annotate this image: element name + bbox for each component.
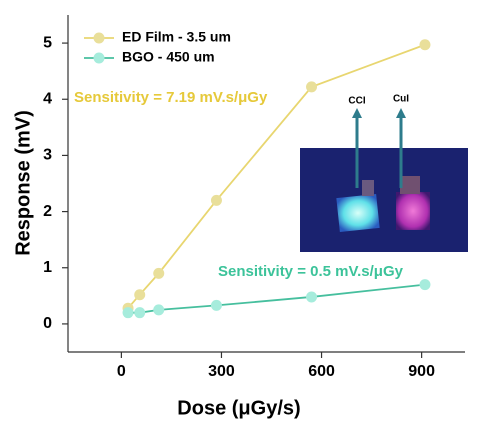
data-point bbox=[306, 291, 317, 302]
inset-label: CuI bbox=[393, 94, 409, 105]
x-tick-label: 900 bbox=[408, 363, 435, 380]
x-tick-label: 300 bbox=[208, 363, 235, 380]
y-tick-label: 0 bbox=[43, 315, 52, 332]
data-point bbox=[123, 307, 134, 318]
legend-label: ED Film - 3.5 um bbox=[122, 29, 231, 45]
x-tick-label: 600 bbox=[308, 363, 335, 380]
data-point bbox=[134, 307, 145, 318]
x-tick-label: 0 bbox=[117, 363, 126, 380]
annotation: Sensitivity = 7.19 mV.s/μGy bbox=[74, 89, 268, 106]
data-point bbox=[134, 289, 145, 300]
y-tick-label: 4 bbox=[43, 90, 52, 107]
inset-label: CCI bbox=[348, 96, 365, 107]
data-point bbox=[211, 300, 222, 311]
data-point bbox=[153, 268, 164, 279]
data-point bbox=[211, 195, 222, 206]
x-axis-label: Dose (μGy/s) bbox=[177, 397, 300, 419]
legend-marker bbox=[94, 53, 105, 64]
y-tick-label: 3 bbox=[43, 147, 52, 164]
y-tick-label: 2 bbox=[43, 203, 52, 220]
annotation: Sensitivity = 0.5 mV.s/μGy bbox=[218, 263, 404, 280]
chart: Dose (μGy/s) Response (mV) 0 300 600 900 0 1 2… bbox=[0, 0, 478, 421]
data-point bbox=[419, 39, 430, 50]
y-tick-label: 5 bbox=[43, 34, 52, 51]
y-axis-label: Response (mV) bbox=[12, 110, 34, 256]
series-line bbox=[128, 285, 425, 313]
inset-photo bbox=[300, 108, 468, 252]
data-point bbox=[153, 304, 164, 315]
legend-marker bbox=[94, 33, 105, 44]
data-point bbox=[306, 81, 317, 92]
data-point bbox=[419, 279, 430, 290]
legend-label: BGO - 450 um bbox=[122, 49, 215, 65]
y-tick-label: 1 bbox=[43, 259, 52, 276]
